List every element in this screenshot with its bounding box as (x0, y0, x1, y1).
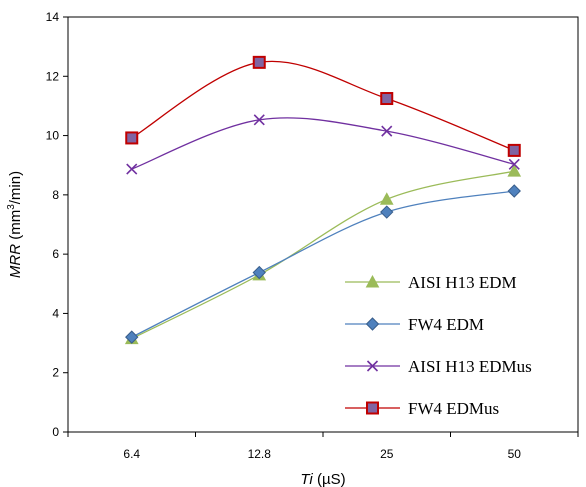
y-tick-label: 2 (52, 366, 59, 380)
data-point (381, 125, 393, 137)
series-group (124, 55, 522, 345)
data-point (380, 205, 394, 219)
y-tick-label: 8 (52, 188, 59, 202)
legend: AISI H13 EDM FW4 EDM AISI H13 EDMus FW4 EDM… (345, 273, 532, 418)
legend-entry: AISI H13 EDMus (345, 357, 532, 376)
x-marker-stroke (366, 360, 379, 372)
legend-label: AISI H13 EDMus (408, 357, 532, 376)
data-point (253, 114, 265, 126)
data-point (507, 164, 522, 177)
x-axis-label-unit: (µS) (313, 471, 346, 487)
data-point (508, 158, 520, 170)
legend-entry: AISI H13 EDM (345, 273, 517, 292)
legend-marker (366, 401, 379, 415)
legend-marker (365, 317, 380, 331)
data-point (252, 265, 266, 280)
legend-marker (366, 360, 379, 372)
series-aisi-h13-edmus (126, 114, 520, 175)
y-axis-label-unit-pre: (mm (7, 210, 24, 244)
series-line (131, 190, 515, 338)
data-point (507, 143, 521, 157)
legend-label: FW4 EDM (408, 315, 484, 334)
series-line (131, 117, 515, 170)
y-tick-label: 0 (52, 425, 59, 439)
y-axis-label-unit-sup: 3 (6, 204, 17, 210)
y-axis-ticks: 0 2 4 6 8 10 12 14 (46, 10, 68, 439)
x-axis-label: Ti (µS) (300, 471, 345, 487)
y-axis-label-unit-post: /min) (7, 171, 24, 204)
legend-entry: FW4 EDM (345, 315, 484, 334)
legend-label: AISI H13 EDM (408, 273, 517, 292)
x-marker-stroke (381, 125, 393, 137)
data-point (380, 92, 394, 106)
y-tick-label: 6 (52, 247, 59, 261)
x-tick-label: 25 (380, 447, 394, 461)
data-point (125, 330, 139, 344)
x-marker-stroke (253, 114, 265, 126)
series-fw4-edmus (125, 55, 521, 157)
y-axis-label-symbol: MRR (7, 244, 24, 278)
data-point (252, 55, 266, 69)
x-tick-label: 50 (508, 447, 522, 461)
data-point (125, 131, 139, 145)
y-axis-label: MRR (mm3/min) (6, 171, 24, 278)
x-tick-label: 6.4 (123, 447, 140, 461)
data-point (507, 184, 521, 198)
x-marker-stroke (508, 158, 520, 170)
series-line (131, 60, 515, 151)
x-tick-label: 12.8 (248, 447, 272, 461)
y-tick-label: 12 (46, 69, 60, 83)
data-point (126, 163, 138, 175)
y-tick-label: 4 (52, 306, 59, 320)
y-tick-label: 14 (46, 10, 60, 24)
legend-entry: FW4 EDMus (345, 399, 499, 418)
data-point (379, 192, 394, 205)
series-fw4-edm (125, 184, 521, 344)
series-line (131, 170, 515, 340)
legend-label: FW4 EDMus (408, 399, 499, 418)
legend-marker (365, 274, 380, 288)
x-axis-ticks: 6.4 12.8 25 50 (67, 432, 579, 461)
x-marker-stroke (126, 163, 138, 175)
x-axis-label-symbol: Ti (300, 471, 313, 487)
y-tick-label: 10 (46, 129, 60, 143)
